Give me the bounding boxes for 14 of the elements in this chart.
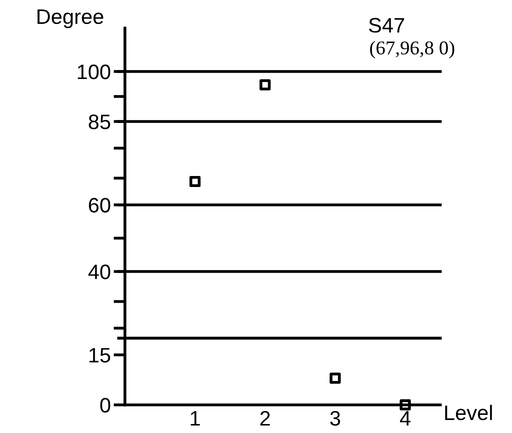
text: (67,96,8 0) [370,40,454,58]
x-tick-label: 4 [400,411,410,426]
x-tick-label: 1 [190,411,200,426]
x-axis-title: Level [445,404,492,420]
y-tick-label: 0 [100,398,110,413]
y-axis-title: Degree [38,9,104,28]
x-tick-label: 3 [330,410,340,426]
y-tick-label: 85 [88,114,110,130]
chart-title: S47 [368,18,404,33]
y-tick-label: 100 [78,64,110,80]
x-tick-label: 2 [260,410,270,426]
y-tick-label: 15 [89,348,110,363]
y-tick-label: 40 [88,264,110,280]
y-tick-label: 60 [88,198,110,213]
